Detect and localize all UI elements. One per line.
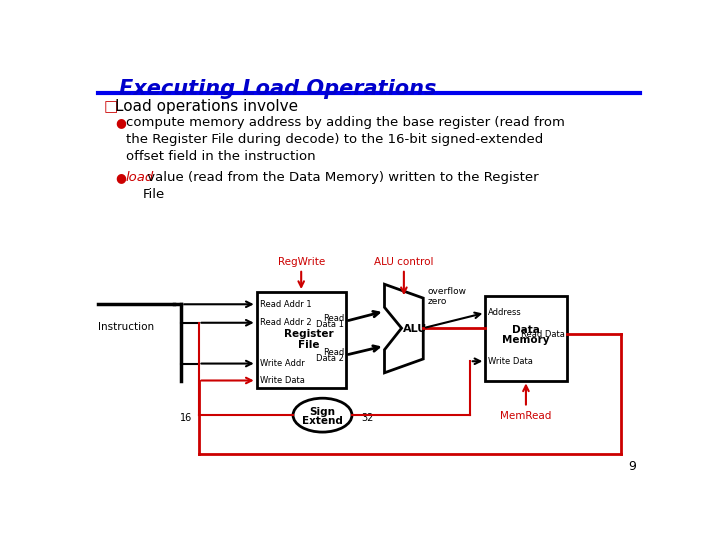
Text: Address: Address bbox=[488, 308, 522, 317]
Text: load: load bbox=[126, 171, 154, 184]
Text: value (read from the Data Memory) written to the Register
File: value (read from the Data Memory) writte… bbox=[143, 171, 539, 201]
Text: zero: zero bbox=[427, 296, 446, 306]
Text: Data: Data bbox=[512, 325, 540, 335]
Text: 32: 32 bbox=[361, 413, 374, 423]
Text: 16: 16 bbox=[180, 413, 192, 423]
Ellipse shape bbox=[293, 398, 352, 432]
Text: Read Data: Read Data bbox=[521, 330, 565, 339]
Text: Write Data: Write Data bbox=[260, 376, 305, 385]
Text: Instruction: Instruction bbox=[98, 322, 153, 332]
Text: ●: ● bbox=[114, 116, 126, 129]
Text: compute memory address by adding the base register (read from
the Register File : compute memory address by adding the bas… bbox=[126, 116, 564, 163]
Text: RegWrite: RegWrite bbox=[278, 256, 325, 267]
Text: Data 2: Data 2 bbox=[316, 354, 344, 363]
Text: □: □ bbox=[104, 99, 118, 114]
Text: overflow: overflow bbox=[427, 287, 466, 296]
Text: ALU control: ALU control bbox=[374, 256, 433, 267]
Text: Load operations involve: Load operations involve bbox=[114, 99, 298, 114]
Text: Data 1: Data 1 bbox=[316, 320, 344, 329]
Text: Read: Read bbox=[323, 314, 344, 322]
Text: Write Addr: Write Addr bbox=[260, 359, 305, 368]
Text: Memory: Memory bbox=[502, 335, 549, 345]
Text: Register: Register bbox=[284, 329, 333, 339]
Text: ALU: ALU bbox=[403, 323, 428, 334]
Text: File: File bbox=[297, 340, 319, 350]
Text: Executing Load Operations: Executing Load Operations bbox=[120, 79, 437, 99]
Text: ●: ● bbox=[114, 171, 126, 184]
Text: MemRead: MemRead bbox=[500, 411, 552, 421]
Bar bbox=[256, 292, 346, 388]
Text: Extend: Extend bbox=[302, 416, 343, 426]
Text: Read: Read bbox=[323, 348, 344, 356]
Text: Write Data: Write Data bbox=[488, 357, 534, 366]
Text: 9: 9 bbox=[629, 460, 636, 473]
Polygon shape bbox=[384, 284, 423, 373]
Text: Read Addr 1: Read Addr 1 bbox=[260, 300, 311, 309]
Text: Sign: Sign bbox=[310, 407, 336, 417]
Bar bbox=[485, 296, 567, 381]
Text: Read Addr 2: Read Addr 2 bbox=[260, 318, 311, 327]
